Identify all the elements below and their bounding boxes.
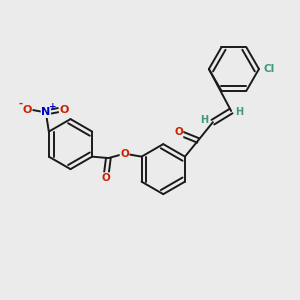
Text: +: +	[49, 102, 56, 111]
Text: -: -	[19, 99, 23, 109]
Text: O: O	[174, 128, 183, 137]
Text: O: O	[120, 149, 129, 159]
Text: Cl: Cl	[264, 64, 275, 74]
Text: O: O	[59, 105, 69, 115]
Text: H: H	[201, 115, 209, 125]
Text: H: H	[235, 107, 244, 118]
Text: O: O	[22, 105, 32, 115]
Text: N: N	[41, 107, 50, 118]
Text: O: O	[102, 173, 110, 183]
